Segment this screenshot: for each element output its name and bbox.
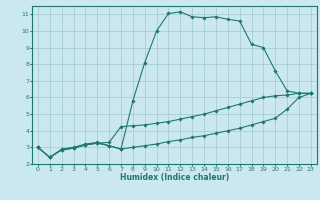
X-axis label: Humidex (Indice chaleur): Humidex (Indice chaleur) [120,173,229,182]
